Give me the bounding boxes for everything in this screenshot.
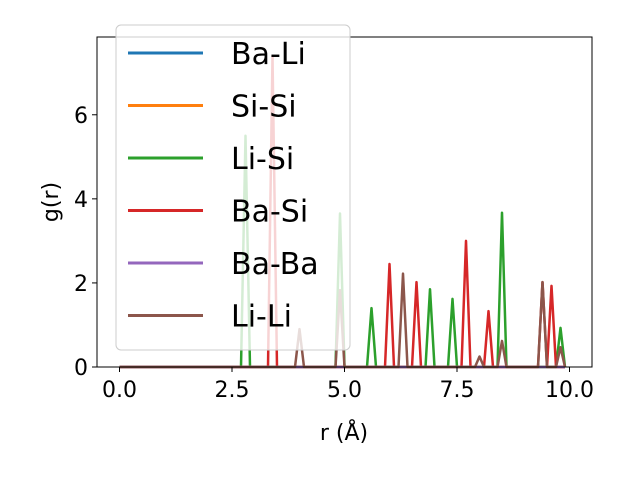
legend-label: Si-Si — [231, 90, 297, 125]
y-axis-label: g(r) — [39, 182, 64, 222]
x-tick-label: 10.0 — [545, 378, 594, 403]
y-tick-label: 2 — [74, 272, 88, 297]
x-tick-label: 7.5 — [440, 378, 475, 403]
y-axis-ticks: 0 2 4 6 — [74, 104, 97, 381]
legend-label: Li-Si — [231, 142, 294, 177]
legend-label: Ba-Ba — [231, 247, 319, 282]
x-axis-label: r (Å) — [320, 419, 368, 446]
legend-label: Ba-Li — [231, 37, 306, 72]
x-axis-ticks: 0.0 2.5 5.0 7.5 10.0 — [102, 367, 594, 403]
y-tick-label: 4 — [74, 188, 88, 213]
x-tick-label: 5.0 — [327, 378, 362, 403]
legend-label: Ba-Si — [231, 195, 308, 230]
legend: Ba-Li Si-Si Li-Si Ba-Si Ba-Ba Li-Li — [115, 24, 351, 351]
x-tick-label: 0.0 — [102, 378, 137, 403]
legend-label: Li-Li — [231, 300, 292, 335]
x-tick-label: 2.5 — [215, 378, 250, 403]
y-tick-label: 6 — [74, 104, 88, 129]
y-tick-label: 0 — [74, 356, 88, 381]
